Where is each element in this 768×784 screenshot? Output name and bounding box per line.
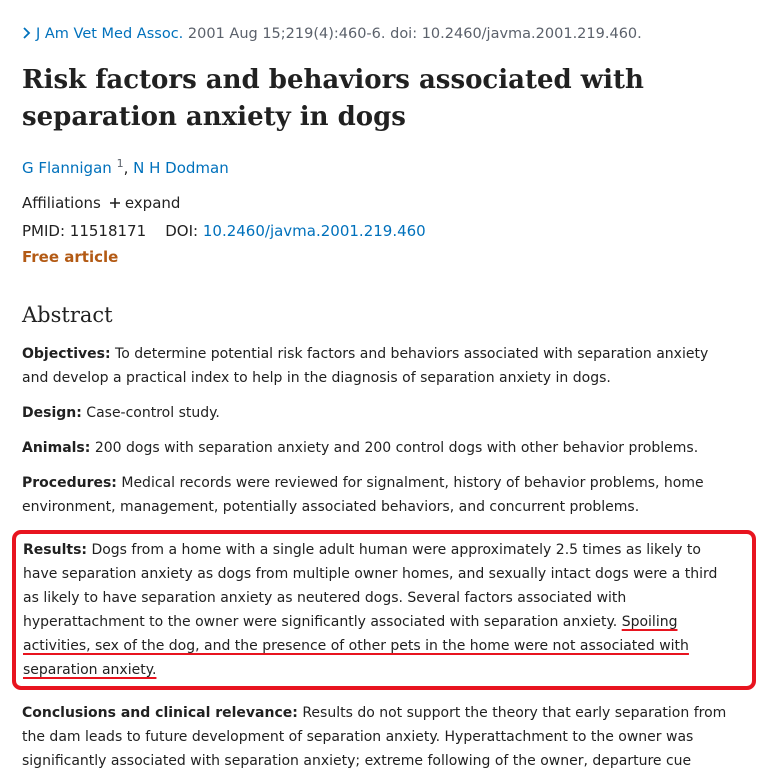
abstract-section: Procedures: Medical records were reviewe…: [22, 471, 738, 519]
affiliation-ref[interactable]: 1: [116, 157, 124, 170]
separator: ,: [123, 159, 129, 177]
section-label: Procedures:: [22, 475, 117, 491]
section-label: Objectives:: [22, 346, 111, 362]
section-text: Case-control study.: [86, 405, 220, 421]
abstract-section: Conclusions and clinical relevance: Resu…: [22, 701, 738, 773]
plus-icon: [109, 198, 120, 208]
section-label: Conclusions and clinical relevance:: [22, 705, 298, 721]
author-link[interactable]: N H Dodman: [133, 159, 229, 177]
abstract-sections: Objectives: To determine potential risk …: [12, 342, 756, 784]
abstract-section: Animals: 200 dogs with separation anxiet…: [22, 436, 738, 460]
affiliations[interactable]: Affiliations expand: [22, 194, 180, 212]
doi-link[interactable]: 10.2460/javma.2001.219.460: [202, 222, 426, 240]
section-label: Design:: [22, 405, 82, 421]
pmid: 11518171: [69, 222, 147, 240]
author-link[interactable]: G Flannigan: [22, 159, 112, 177]
citation: J Am Vet Med Assoc. 2001 Aug 15;219(4):4…: [22, 26, 642, 42]
section-text: Medical records were reviewed for signal…: [22, 475, 704, 515]
pmid-label: PMID:: [22, 222, 66, 240]
highlighted-text: Spoiling activities, sex of the dog, and…: [23, 614, 689, 678]
section-text: To determine potential risk factors and …: [22, 346, 709, 386]
article-title: Risk factors and behaviors associated wi…: [22, 65, 644, 132]
page: J Am Vet Med Assoc. 2001 Aug 15;219(4):4…: [12, 26, 756, 769]
section-label: Results:: [23, 542, 87, 558]
chevron-icon: [23, 27, 31, 39]
abstract-section: Objectives: To determine potential risk …: [22, 342, 738, 390]
authors: G Flannigan 1, N H Dodman: [22, 157, 229, 177]
citation-details: 2001 Aug 15;219(4):460-6. doi: 10.2460/j…: [187, 26, 642, 42]
abstract-heading: Abstract: [22, 303, 113, 327]
section-label: Animals:: [22, 440, 91, 456]
section-text: 200 dogs with separation anxiety and 200…: [94, 440, 699, 456]
abstract-section: Design: Case-control study.: [22, 401, 738, 425]
journal-link[interactable]: J Am Vet Med Assoc.: [36, 26, 184, 42]
affiliations-label: Affiliations: [22, 194, 101, 212]
section-text: Dogs from a home with a single adult hum…: [23, 542, 718, 630]
abstract-section: Results: Dogs from a home with a single …: [12, 530, 756, 690]
doi-label: DOI:: [165, 222, 199, 240]
free-article: Free article: [22, 248, 119, 266]
expand-toggle[interactable]: expand: [124, 194, 181, 212]
identifiers: PMID: 11518171 DOI: 10.2460/javma.2001.2…: [22, 222, 426, 240]
